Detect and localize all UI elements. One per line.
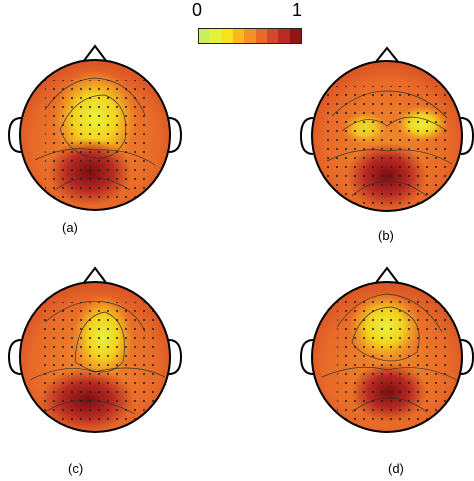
right-ear-icon — [168, 117, 183, 153]
nose-icon — [82, 266, 108, 285]
panel-label-d: (d) — [388, 461, 404, 476]
right-ear-icon — [460, 339, 474, 375]
nose-icon — [82, 44, 108, 63]
colorbar-segment-6 — [266, 29, 279, 43]
panel-label-c: (c) — [68, 461, 84, 476]
colorbar-segment-7 — [278, 29, 290, 43]
panel-label-a: (a) — [62, 220, 78, 235]
left-ear-icon — [299, 339, 314, 375]
scalp-map-a — [7, 44, 183, 211]
colorbar-legend: 0 1 — [0, 0, 474, 50]
colorbar-segment-1 — [210, 29, 222, 43]
colorbar-segment-3 — [232, 29, 245, 43]
colorbar-max-label: 1 — [292, 0, 303, 20]
left-ear-icon — [299, 117, 314, 155]
nose-icon — [374, 46, 400, 64]
left-ear-icon — [7, 339, 22, 375]
panel-label-b: (b) — [378, 228, 394, 243]
scalp-map-c — [7, 266, 183, 433]
left-ear-icon — [7, 117, 22, 153]
nose-icon — [374, 266, 400, 285]
right-ear-icon — [168, 339, 183, 375]
colorbar-segment-4 — [244, 29, 256, 43]
colorbar-gradient — [198, 28, 302, 44]
colorbar-segment-0 — [199, 29, 211, 43]
colorbar-min-label: 0 — [192, 0, 203, 20]
scalp-map-b — [299, 46, 474, 212]
colorbar-segment-8 — [289, 29, 301, 43]
right-ear-icon — [460, 117, 474, 155]
scalp-map-d — [299, 266, 474, 433]
colorbar-segment-5 — [255, 29, 267, 43]
colorbar-segment-2 — [221, 29, 233, 43]
